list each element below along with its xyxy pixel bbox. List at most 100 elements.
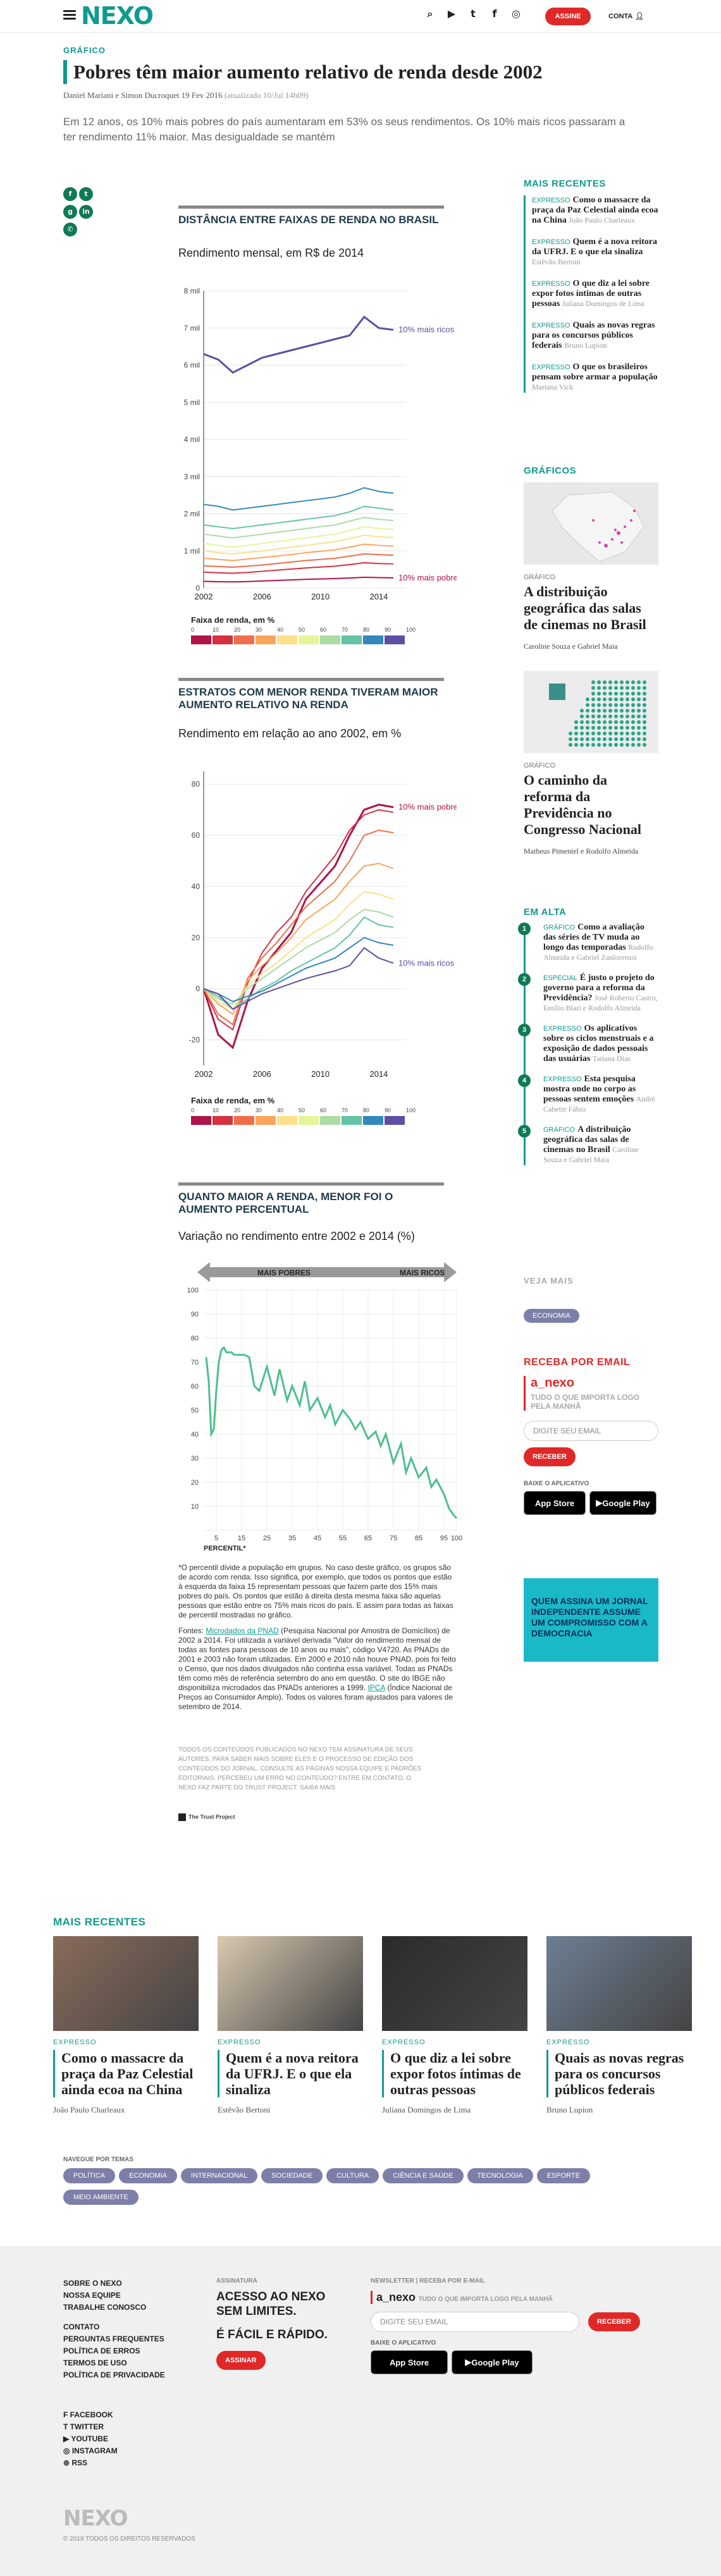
chart3-subtitle: Variação no rendimento entre 2002 e 2014… [178, 1230, 415, 1242]
footer-link[interactable]: NOSSA EQUIPE [63, 2291, 121, 2300]
topic-chip[interactable]: CULTURA [326, 2168, 379, 2183]
assine-button[interactable]: ASSINE [545, 8, 591, 25]
footer-email-input[interactable]: DIGITE SEU EMAIL [371, 2312, 579, 2332]
alta-item[interactable]: 2 ESPECIAL É justo o projeto do governo pa… [518, 973, 658, 1014]
subscribe-promo[interactable]: QUEM ASSINA UM JORNAL INDEPENDENTE ASSUM… [524, 1578, 658, 1662]
footer-link[interactable]: TRABALHE CONOSCO [63, 2303, 147, 2312]
alta-item[interactable]: 1 GRÁFICO Como a avaliação das séries de T… [518, 923, 658, 963]
footer-logo[interactable]: NEXO [63, 2506, 128, 2531]
topic-chip[interactable]: TECNOLOGIA [467, 2168, 533, 2183]
topic-chip[interactable]: INTERNACIONAL [181, 2168, 258, 2183]
legend-tick: 0 [191, 627, 194, 633]
footer-social-link[interactable]: t TWITTER [63, 2421, 118, 2433]
decor-dot [574, 743, 578, 747]
topic-chip[interactable]: CIÊNCIA E SAÚDE [383, 2168, 464, 2183]
grafico-card[interactable]: GRÁFICO O caminho da reforma da Previdên… [524, 671, 658, 857]
youtube-icon[interactable]: ▶ [447, 8, 456, 20]
alta-item[interactable]: 4 EXPRESSO Esta pesquisa mostra onde no co… [518, 1074, 658, 1115]
footer-link[interactable]: POLÍTICA DE PRIVACIDADE [63, 2371, 165, 2379]
sidebar-recent-item[interactable]: EXPRESSO Quais as novas regras para os co… [532, 321, 658, 351]
decor-dot [603, 697, 607, 701]
twitter-icon[interactable]: t [471, 8, 476, 20]
topic-chip[interactable]: ESPORTE [536, 2168, 591, 2183]
whatsapp-share-icon[interactable]: ✆ [63, 223, 77, 236]
newsletter-email-input[interactable]: DIGITE SEU EMAIL [524, 1421, 658, 1441]
decor-dot [637, 720, 641, 724]
newsletter-receber-button[interactable]: RECEBER [524, 1447, 576, 1466]
google-share-icon[interactable]: g [63, 205, 77, 219]
series-label: 10% mais pobres [398, 802, 457, 812]
bottom-card[interactable]: EXPRESSO O que diz a lei sobre expor foto… [382, 1936, 527, 2115]
sidebar-recent-item[interactable]: EXPRESSO O que os brasileiros pensam sobr… [532, 362, 658, 393]
footer-app-store-badge[interactable]: App Store [371, 2350, 448, 2374]
bottom-card[interactable]: EXPRESSO Quem é a nova reitora da UFRJ. E… [218, 1936, 363, 2115]
decor-dot [614, 715, 618, 718]
footer-google-play-label: Google Play [471, 2357, 519, 2367]
item-author: João Paulo Charleaux [569, 216, 636, 224]
legend-swatch [385, 1116, 405, 1125]
grafico-card[interactable]: GRÁFICO A distribuição geográfica das sa… [524, 482, 658, 652]
decor-dot [631, 680, 635, 684]
sidebar-em-alta: EM ALTA 1 GRÁFICO Como a avaliação das sér… [518, 907, 658, 1175]
footer-link[interactable]: POLÍTICA DE ERROS [63, 2346, 140, 2355]
legend-tick: 10 [213, 1107, 219, 1113]
topic-chip[interactable]: SOCIEDADE [261, 2168, 323, 2183]
footer-link[interactable]: SOBRE O NEXO [63, 2279, 122, 2288]
decor-dot [614, 703, 618, 707]
trust-project-badge[interactable]: The Trust Project [178, 1813, 235, 1821]
topic-chip[interactable]: MEIO AMBIENTE [63, 2190, 139, 2205]
nexo-logo[interactable]: NEXO [81, 2, 154, 30]
article-kicker[interactable]: GRÁFICO [63, 46, 106, 55]
footer-link[interactable]: CONTATO [63, 2322, 100, 2331]
sidebar-recent-item[interactable]: EXPRESSO O que diz a lei sobre expor foto… [532, 279, 658, 309]
item-title: Como o massacre da praça da Paz Celestia… [532, 195, 658, 225]
instagram-icon[interactable]: ◎ [512, 8, 521, 20]
facebook-share-icon[interactable]: f [63, 187, 77, 201]
bottom-card[interactable]: EXPRESSO Como o massacre da praça da Paz … [53, 1936, 199, 2115]
footer-google-play-badge[interactable]: ▶ Google Play [452, 2350, 533, 2374]
topic-chip[interactable]: POLÍTICA [63, 2168, 116, 2183]
grafico-card-tag: GRÁFICO [524, 762, 556, 770]
alta-item[interactable]: 3 EXPRESSO Os aplicativos sobre os ciclos … [518, 1024, 658, 1064]
decor-dot [643, 720, 646, 724]
footer-assinar-button[interactable]: ASSINAR [216, 2351, 266, 2370]
x-tick-label: 85 [415, 1535, 422, 1542]
x-tick-label: 2002 [195, 1069, 213, 1079]
topic-chip[interactable]: ECONOMIA [119, 2168, 178, 2183]
facebook-icon[interactable]: f [492, 8, 497, 20]
decor-dot [591, 720, 595, 724]
x-tick-label: 25 [263, 1535, 271, 1542]
app-store-badge[interactable]: App Store [524, 1491, 586, 1515]
footer-social-link[interactable]: ◎ INSTAGRAM [63, 2445, 118, 2457]
decor-dot [597, 709, 601, 713]
footer-social-link[interactable]: ⊚ RSS [63, 2457, 118, 2469]
twitter-share-icon[interactable]: t [79, 187, 93, 201]
search-icon[interactable]: ⌕ [427, 8, 433, 20]
sidebar-recent-item[interactable]: EXPRESSO Como o massacre da praça da Paz … [532, 195, 658, 226]
footer-receber-button[interactable]: RECEBER [588, 2312, 640, 2331]
decor-dot [586, 726, 589, 730]
x-tick-label: 2010 [311, 592, 330, 601]
footer-link[interactable]: PERGUNTAS FREQUENTES [63, 2334, 164, 2343]
pnad-link[interactable]: Microdados da PNAD [206, 1626, 279, 1635]
y-tick-label: 40 [191, 1431, 199, 1438]
arrow-left-label: MAIS POBRES [257, 1268, 311, 1277]
alta-item[interactable]: 5 GRÁFICO A distribuição geográfica das sa… [518, 1125, 658, 1165]
legend-swatch [256, 635, 276, 644]
decor-dot [603, 732, 607, 735]
item-title: O que diz a lei sobre expor fotos íntima… [532, 279, 650, 309]
google-play-badge[interactable]: ▶ Google Play [589, 1491, 656, 1515]
sidebar-recent-item[interactable]: EXPRESSO Quem é a nova reitora da UFRJ. E… [532, 237, 658, 267]
item-tag: EXPRESSO [532, 280, 570, 288]
linkedin-share-icon[interactable]: in [79, 205, 93, 219]
card-author: Estêvão Bertoni [218, 2105, 271, 2114]
menu-icon[interactable] [63, 10, 76, 20]
conta-link[interactable]: CONTA 👤︎ [608, 8, 644, 25]
facebook-icon: f [63, 2410, 70, 2419]
tag-economia[interactable]: ECONOMIA [524, 1309, 579, 1323]
footer-social-link[interactable]: ▶ YOUTUBE [63, 2433, 118, 2445]
bottom-card[interactable]: EXPRESSO Quais as novas regras para os co… [546, 1936, 692, 2115]
footer-link[interactable]: TERMOS DE USO [63, 2358, 127, 2367]
footer-social-link[interactable]: f FACEBOOK [63, 2409, 118, 2421]
ipca-link[interactable]: IPCA [367, 1683, 385, 1692]
